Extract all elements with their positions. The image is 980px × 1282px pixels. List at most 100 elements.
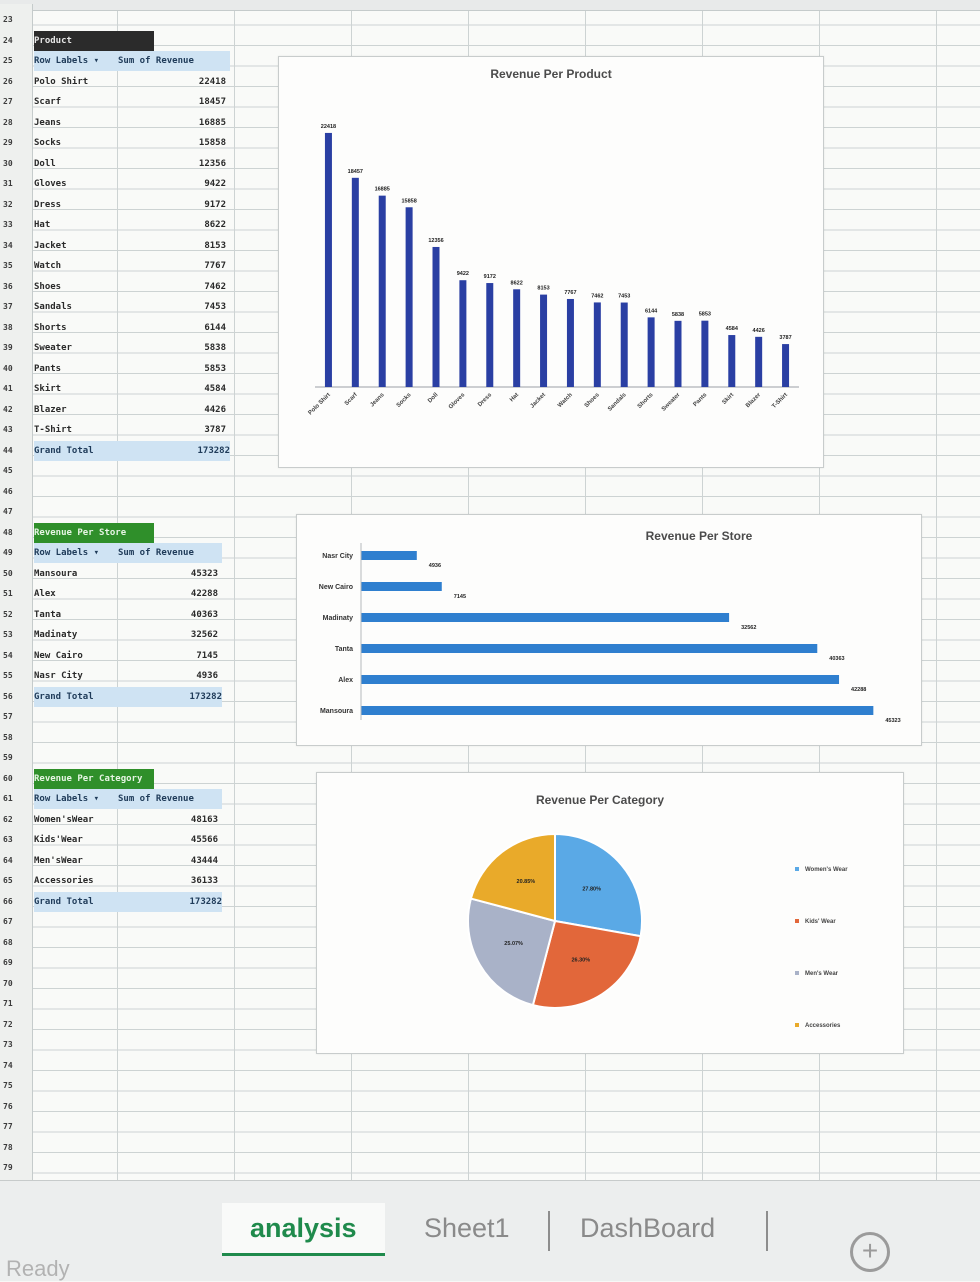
pivot-row-label[interactable]: Mansoura: [34, 568, 78, 579]
row-number[interactable]: 56: [3, 691, 13, 701]
row-number[interactable]: 33: [3, 220, 13, 229]
row-number[interactable]: 29: [3, 138, 13, 147]
row-number[interactable]: 42: [3, 404, 13, 414]
pivot-row-value[interactable]: 18457: [198, 97, 226, 107]
row-number[interactable]: 73: [3, 1040, 13, 1049]
pivot-row-label[interactable]: Sandals: [34, 302, 72, 312]
pivot-row-value[interactable]: 7453: [204, 302, 226, 312]
pivot-row-value[interactable]: 42288: [190, 589, 218, 599]
row-number[interactable]: 75: [3, 1081, 13, 1090]
row-number[interactable]: 50: [3, 568, 13, 578]
pivot-row-value[interactable]: 4426: [204, 404, 226, 415]
row-number[interactable]: 53: [3, 630, 13, 639]
pivot-row-label[interactable]: Women'sWear: [34, 814, 94, 825]
row-number[interactable]: 77: [3, 1122, 13, 1131]
tab-analysis[interactable]: analysis: [222, 1203, 385, 1256]
row-number[interactable]: 79: [3, 1163, 13, 1172]
pivot-row-label[interactable]: Shoes: [34, 281, 62, 292]
pivot-row-value[interactable]: 36133: [190, 876, 218, 886]
row-number[interactable]: 70: [3, 978, 13, 988]
pivot-row-label[interactable]: Scarf: [34, 97, 62, 107]
pivot-row-label[interactable]: Gloves: [34, 179, 67, 189]
pivot-row-value[interactable]: 6144: [204, 322, 226, 333]
pivot-row-value[interactable]: 40363: [190, 609, 218, 620]
row-number[interactable]: 43: [3, 425, 13, 434]
pivot-row-label[interactable]: Watch: [34, 261, 62, 271]
pivot-row-label[interactable]: Madinaty: [34, 630, 78, 640]
pivot-filter-label[interactable]: Product: [34, 30, 154, 51]
pivot-row-value[interactable]: 5838: [204, 343, 226, 353]
row-number[interactable]: 40: [3, 363, 13, 373]
tab-sheet1[interactable]: Sheet1: [424, 1213, 510, 1243]
pivot-row-value[interactable]: 7767: [204, 261, 226, 271]
pivot-row-label[interactable]: Dress: [34, 199, 62, 210]
add-sheet-icon[interactable]: +: [850, 1232, 890, 1272]
pivot-row-value[interactable]: 15858: [198, 138, 226, 148]
row-number[interactable]: 78: [3, 1142, 13, 1152]
pivot-row-label[interactable]: Accessories: [34, 876, 94, 886]
row-number[interactable]: 69: [3, 958, 13, 967]
pivot-filter-label[interactable]: Revenue Per Store: [34, 522, 154, 543]
pivot-row-label[interactable]: Doll: [34, 158, 56, 169]
pivot-row-label[interactable]: Blazer: [34, 404, 67, 415]
row-number[interactable]: 37: [3, 302, 13, 311]
row-number[interactable]: 74: [3, 1060, 13, 1070]
pivot-row-label[interactable]: T-Shirt: [34, 425, 72, 435]
row-number[interactable]: 57: [3, 712, 13, 721]
pivot-header-row-labels[interactable]: Row Labels ▾: [34, 51, 118, 71]
row-number[interactable]: 34: [3, 240, 13, 250]
pivot-header-row-labels[interactable]: Row Labels ▾: [34, 543, 118, 563]
row-number-column[interactable]: 23 24 25 26 27 28 29 30 31 32 33 34 35 36 37 38 39 40 41 42…: [0, 4, 33, 1180]
row-number[interactable]: 54: [3, 650, 13, 660]
pivot-row-value[interactable]: 9172: [204, 199, 226, 210]
pivot-row-label[interactable]: Hat: [34, 220, 51, 230]
row-number[interactable]: 23: [3, 15, 13, 24]
pivot-row-label[interactable]: Men'sWear: [34, 855, 83, 866]
row-number[interactable]: 36: [3, 281, 13, 291]
pivot-row-value[interactable]: 22418: [198, 76, 226, 87]
pivot-row-label[interactable]: Jeans: [34, 117, 62, 128]
row-number[interactable]: 39: [3, 343, 13, 352]
row-number[interactable]: 52: [3, 609, 13, 619]
row-number[interactable]: 48: [3, 527, 13, 537]
pivot-row-label[interactable]: New Cairo: [34, 650, 83, 661]
column-header-bar[interactable]: [0, 0, 980, 11]
pivot-filter-label[interactable]: Revenue Per Category: [34, 768, 154, 789]
row-number[interactable]: 51: [3, 589, 13, 598]
row-number[interactable]: 66: [3, 896, 13, 906]
pivot-row-label[interactable]: Shorts: [34, 322, 67, 333]
pivot-row-value[interactable]: 48163: [190, 814, 218, 825]
spreadsheet-grid[interactable]: 23 24 25 26 27 28 29 30 31 32 33 34 35 36 37 38 39 40 41 42…: [0, 0, 980, 1180]
row-number[interactable]: 24: [3, 35, 13, 45]
row-number[interactable]: 38: [3, 322, 13, 332]
tab-dashboard[interactable]: DashBoard: [580, 1213, 716, 1243]
pivot-row-value[interactable]: 9422: [204, 179, 226, 189]
row-number[interactable]: 71: [3, 999, 13, 1008]
pivot-row-value[interactable]: 16885: [198, 117, 226, 128]
pivot-row-label[interactable]: Pants: [34, 363, 62, 374]
pivot-row-value[interactable]: 4936: [196, 671, 218, 681]
pivot-row-value[interactable]: 12356: [198, 158, 226, 169]
pivot-row-label[interactable]: Sweater: [34, 343, 72, 353]
row-number[interactable]: 61: [3, 794, 13, 803]
row-number[interactable]: 55: [3, 671, 13, 680]
pivot-row-value[interactable]: 4584: [204, 384, 226, 394]
row-number[interactable]: 59: [3, 753, 13, 762]
pivot-row-value[interactable]: 8153: [204, 240, 226, 251]
row-number[interactable]: 72: [3, 1019, 13, 1029]
pivot-row-label[interactable]: Kids'Wear: [34, 835, 83, 845]
row-number[interactable]: 46: [3, 486, 13, 496]
pivot-row-label[interactable]: Tanta: [34, 609, 62, 620]
row-number[interactable]: 26: [3, 76, 13, 86]
pivot-row-value[interactable]: 45566: [190, 835, 218, 845]
row-number[interactable]: 35: [3, 261, 13, 270]
row-number[interactable]: 41: [3, 384, 13, 393]
pivot-row-label[interactable]: Polo Shirt: [34, 76, 89, 87]
row-number[interactable]: 27: [3, 97, 13, 106]
pivot-row-label[interactable]: Skirt: [34, 384, 62, 394]
revenue-per-product-chart[interactable]: Revenue Per Product 22418 Polo Shirt 18457…: [278, 56, 824, 468]
row-number[interactable]: 44: [3, 445, 13, 455]
row-number[interactable]: 49: [3, 548, 13, 557]
pivot-row-value[interactable]: 7462: [204, 281, 226, 292]
row-number[interactable]: 32: [3, 199, 13, 209]
